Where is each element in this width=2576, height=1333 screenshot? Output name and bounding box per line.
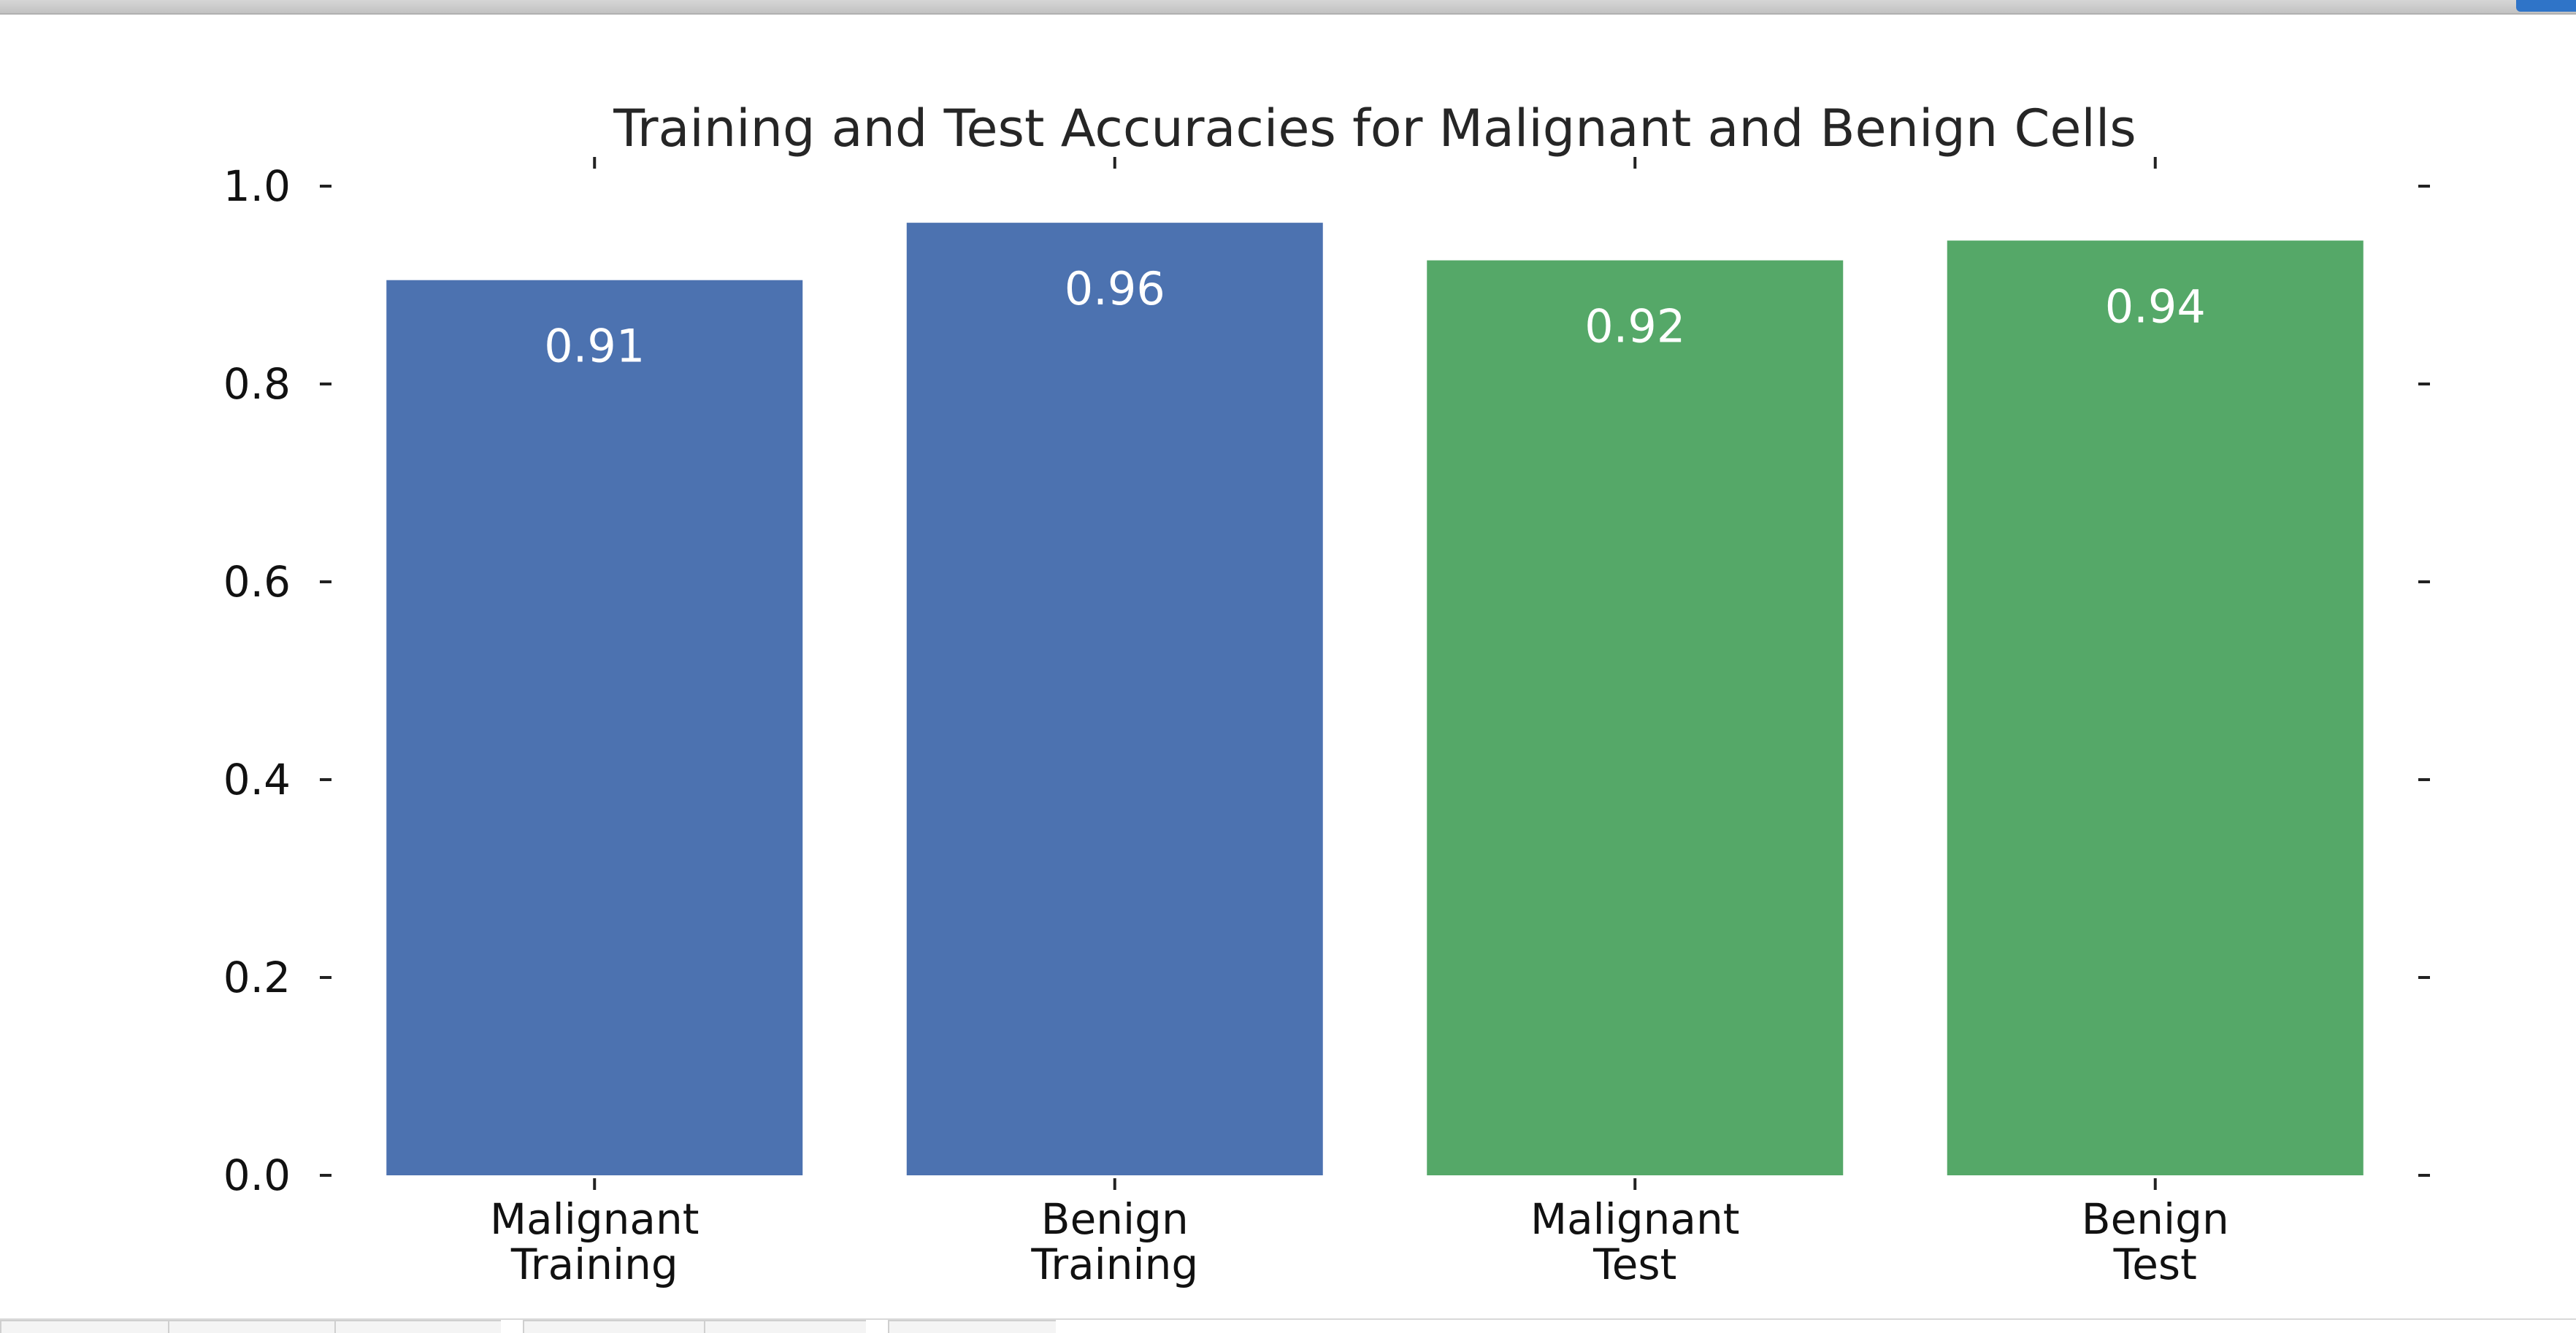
x-tick-label: Training (1030, 1240, 1198, 1289)
x-tick-label: Test (2113, 1240, 2197, 1289)
window-top-bar (0, 0, 2576, 15)
bar-value-label: 0.96 (1065, 262, 1165, 315)
bar-value-label: 0.94 (2105, 280, 2206, 334)
bar (906, 223, 1323, 1175)
scrollbar-thumb[interactable] (2516, 0, 2576, 12)
x-tick-label: Benign (1041, 1194, 1189, 1244)
bar-value-label: 0.92 (1584, 300, 1685, 353)
x-tick-label: Test (1592, 1240, 1676, 1289)
bar (386, 280, 803, 1176)
x-tick-label: Training (510, 1240, 678, 1289)
y-tick-label: 1.0 (223, 161, 291, 211)
bottom-tab[interactable] (334, 1320, 501, 1333)
y-tick-label: 0.8 (223, 359, 291, 409)
y-tick-label: 0.6 (223, 557, 291, 607)
bar-value-label: 0.91 (544, 320, 645, 373)
bottom-tab[interactable] (0, 1320, 168, 1333)
x-tick-label: Malignant (490, 1194, 699, 1244)
chart-title: Training and Test Accuracies for Maligna… (613, 99, 2136, 158)
bottom-tab[interactable] (523, 1320, 704, 1333)
y-tick-label: 0.0 (223, 1150, 291, 1200)
bottom-tab[interactable] (704, 1320, 866, 1333)
x-tick-label: Malignant (1530, 1194, 1739, 1244)
bottom-tab[interactable] (168, 1320, 334, 1333)
y-tick-label: 0.4 (223, 755, 291, 804)
y-tick-label: 0.2 (223, 953, 291, 1002)
bar (1947, 240, 2364, 1175)
x-tick-label: Benign (2082, 1194, 2229, 1244)
bottom-tab[interactable] (888, 1320, 1056, 1333)
bar (1427, 260, 1844, 1175)
